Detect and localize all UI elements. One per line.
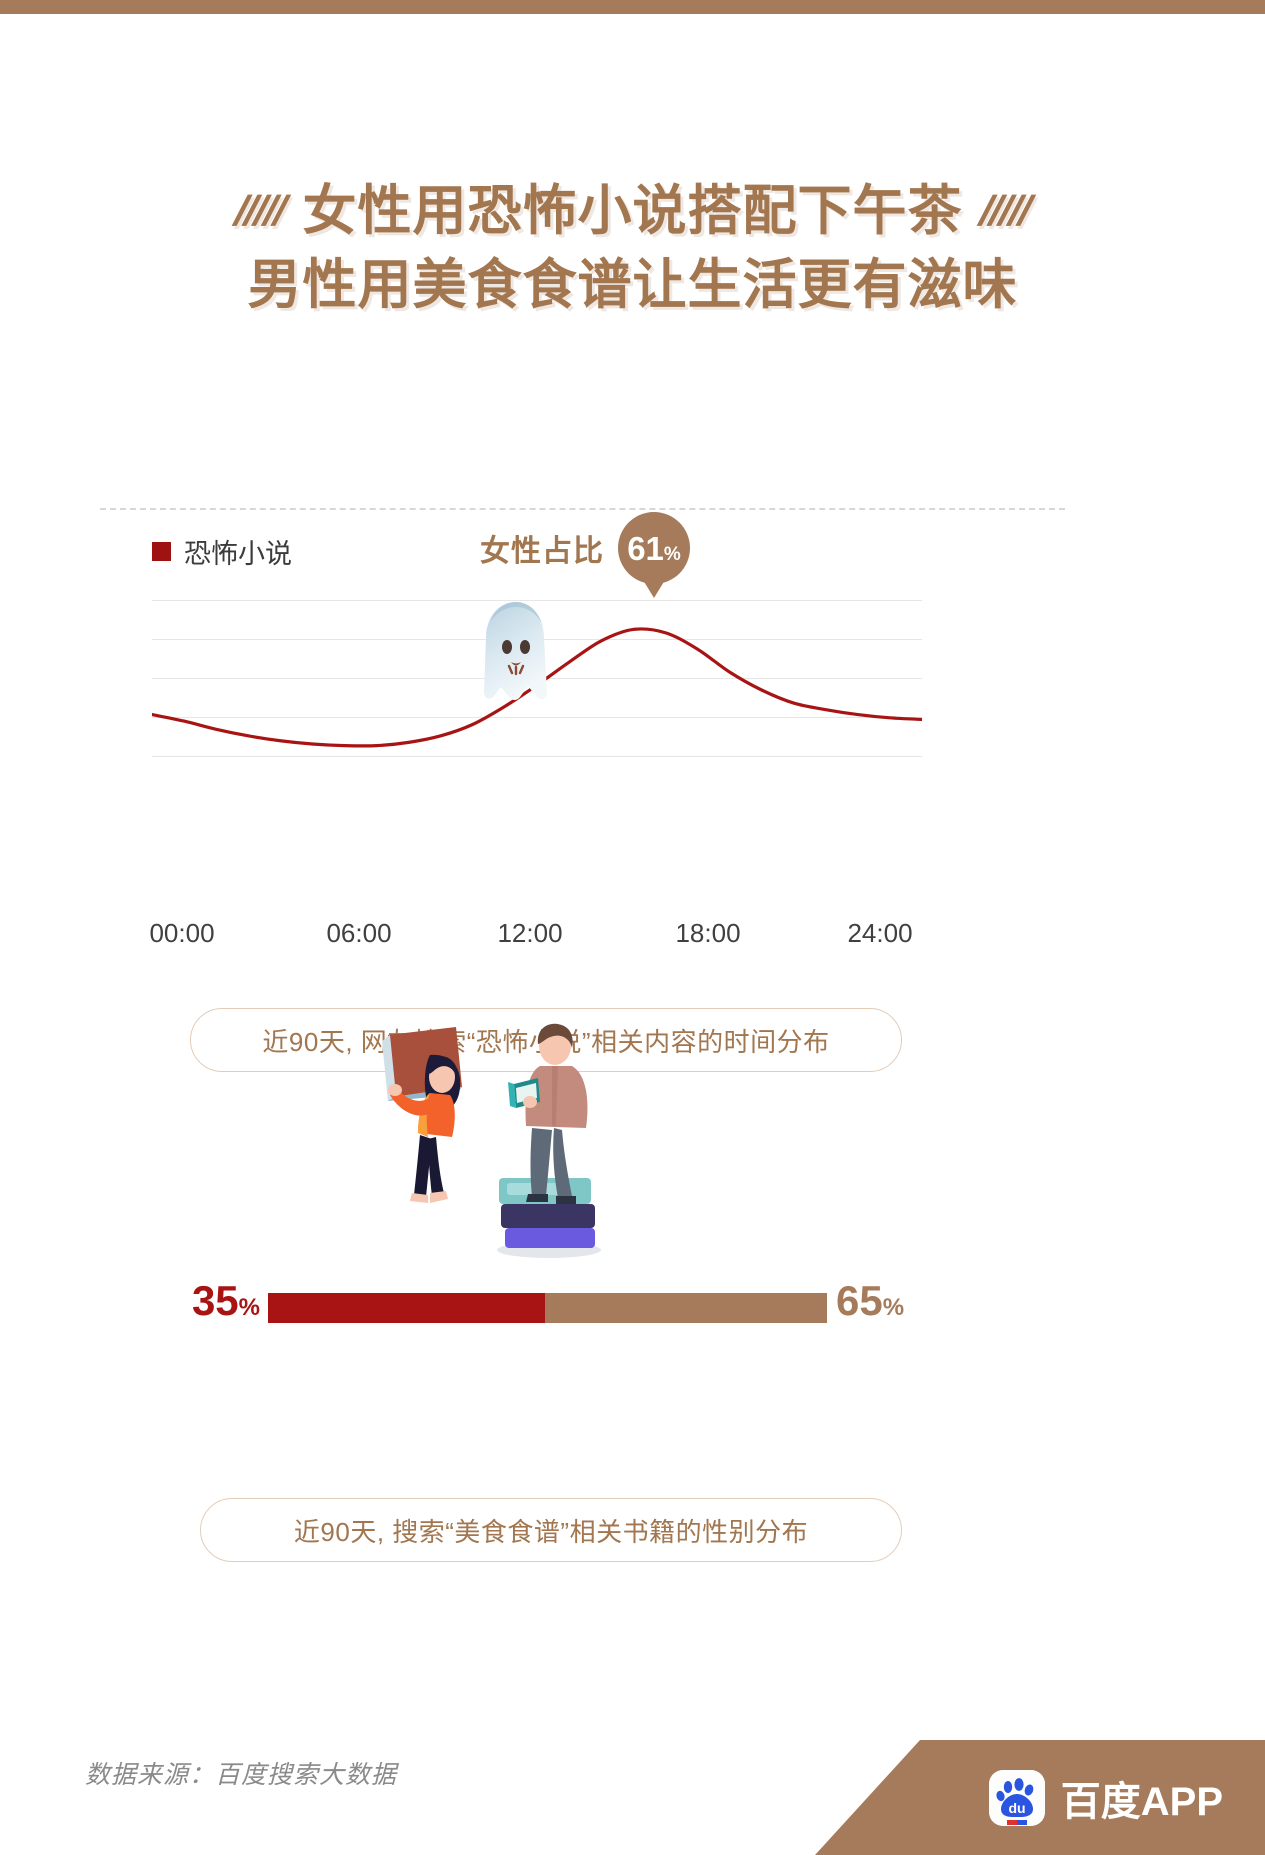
title-line-2: 男性用美食食谱让生活更有滋味 (247, 255, 1018, 315)
chart-legend: 恐怖小说 (152, 532, 292, 571)
slash-decoration-right: ///// (973, 187, 1037, 234)
man-reading-book-icon (508, 1023, 588, 1204)
xtick-2: 12:00 (497, 918, 563, 948)
xtick-0: 00:00 (149, 918, 215, 948)
svg-text:du: du (1008, 1800, 1025, 1816)
female-share-annotation: 女性占比 61% (480, 512, 690, 584)
female-share-badge: 61% (618, 512, 690, 584)
bar-label-female: 35% (170, 1280, 260, 1322)
top-accent-bar (0, 0, 1265, 14)
bar-percent-female: % (238, 1294, 260, 1321)
bar-percent-male: % (882, 1294, 905, 1321)
gridline (152, 756, 922, 757)
bar-male (545, 1293, 827, 1323)
female-share-percent-sign: % (663, 543, 681, 565)
bar-label-male: 65% (836, 1280, 946, 1322)
line-chart-xaxis: 00:00 06:00 12:00 18:00 24:00 (149, 918, 922, 958)
ghost-icon (484, 602, 547, 700)
female-share-label: 女性占比 (480, 535, 604, 568)
bar-value-female: 35 (191, 1277, 239, 1324)
slash-decoration-left: ///// (228, 187, 293, 234)
title-line-1: 女性用恐怖小说搭配下午茶 (302, 181, 963, 241)
gridline (152, 717, 922, 718)
page-title: ///// 女性用恐怖小说搭配下午茶 ///// 男性用美食食谱让生活更有滋味 (0, 178, 1265, 318)
bar-value-male: 65 (836, 1277, 883, 1324)
caption-pill-bar-chart: 近90天, 搜索“美食食谱”相关书籍的性别分布 (200, 1498, 902, 1562)
baidu-paw-icon: du (988, 1769, 1045, 1826)
baidu-app-badge: du 百度APP (815, 1740, 1265, 1855)
baidu-app-label: 百度APP (1060, 1779, 1223, 1824)
xtick-4: 24:00 (847, 918, 913, 948)
header-divider (100, 508, 1065, 510)
female-share-value: 61 (627, 529, 664, 567)
legend-swatch-icon (152, 542, 171, 561)
xtick-1: 06:00 (326, 918, 392, 948)
gridline (152, 600, 922, 601)
data-source-note: 数据来源：百度搜索大数据 (85, 1761, 398, 1789)
legend-label: 恐怖小说 (184, 539, 292, 569)
woman-holding-book-icon (382, 1027, 462, 1203)
bar-female (268, 1293, 548, 1323)
xtick-3: 18:00 (675, 918, 741, 948)
